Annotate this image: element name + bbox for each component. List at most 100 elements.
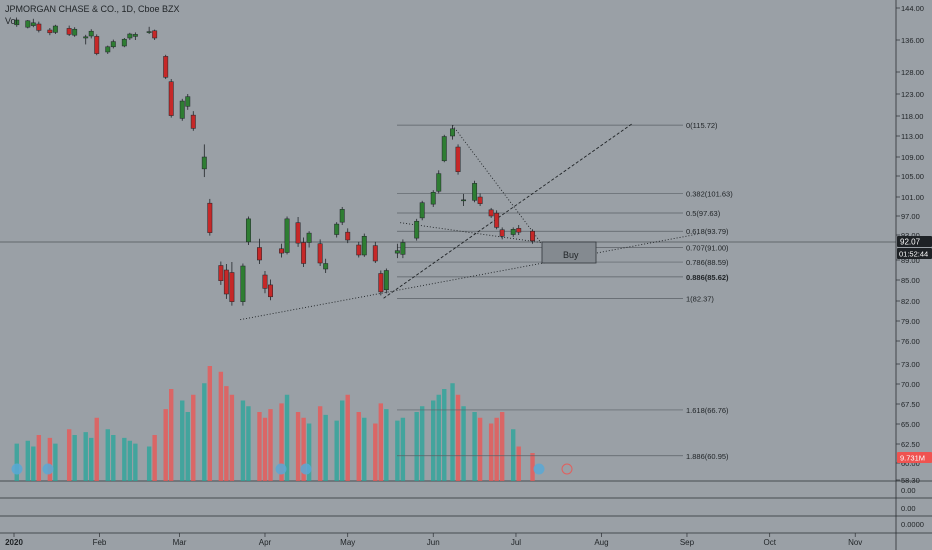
candle-body: [499, 229, 505, 237]
volume-badge-bg: [897, 452, 932, 463]
fib-level-label: 0.5(97.63): [686, 209, 721, 218]
volume-bar: [66, 429, 72, 481]
candle-body: [185, 96, 191, 107]
candle-body: [441, 136, 447, 162]
time-tick-label: Mar: [173, 538, 187, 547]
time-tick-label: May: [340, 538, 355, 547]
time-tick-label: Apr: [259, 538, 272, 547]
candle-body: [262, 274, 268, 289]
candle-body: [152, 30, 158, 39]
candle-body: [229, 272, 235, 302]
volume-bar: [257, 412, 262, 481]
volume-bar: [89, 437, 94, 481]
volume-bar: [431, 400, 436, 481]
volume-bar: [499, 412, 505, 481]
price-tick-label: 76.00: [901, 337, 920, 346]
price-tick-label: 128.00: [901, 68, 924, 77]
candle-body: [88, 30, 94, 37]
volume-bar: [511, 429, 516, 481]
earnings-icon[interactable]: [533, 463, 545, 475]
volume-bar: [472, 412, 477, 481]
price-tick-label: 144.00: [901, 4, 924, 13]
trendline[interactable]: [400, 222, 541, 243]
volume-bar: [31, 446, 36, 481]
volume-bar: [373, 423, 378, 481]
candle-body: [121, 38, 127, 47]
time-tick-label: Jun: [427, 538, 440, 547]
trendlines[interactable]: [240, 123, 699, 321]
event-markers[interactable]: [11, 463, 573, 475]
candle-body: [510, 229, 516, 235]
candle-body: [372, 245, 378, 262]
price-tick-label: 97.00: [901, 212, 920, 221]
volume-bars: [14, 366, 535, 481]
price-axis[interactable]: 144.00 136.00 128.00 123.00 118.00 113.00 109.…: [896, 4, 924, 529]
price-tick-label: 123.00: [901, 90, 924, 99]
volume-bar: [152, 435, 157, 481]
candle-body: [218, 265, 224, 281]
volume-bar: [207, 366, 213, 481]
volume-bar: [240, 400, 246, 481]
candle-body: [450, 128, 455, 137]
candle-body: [472, 183, 478, 201]
candle-body: [245, 218, 251, 243]
volume-bar: [202, 383, 207, 481]
time-axis[interactable]: 2020 Feb Mar Apr May Jun Jul Aug Sep Oct Nov: [5, 533, 862, 547]
volume-bar: [295, 412, 301, 481]
candle-body: [317, 243, 323, 264]
volume-bar: [25, 440, 30, 481]
volume-bar: [268, 409, 273, 481]
volume-bar: [163, 409, 168, 481]
volume-bar: [279, 403, 284, 481]
volume-bar: [378, 403, 384, 481]
candle-body: [257, 247, 262, 261]
candle-body: [295, 222, 301, 244]
buy-box[interactable]: [541, 241, 597, 264]
price-tick-label: 85.00: [901, 276, 920, 285]
trendline[interactable]: [452, 124, 542, 243]
volume-bar: [169, 389, 174, 481]
price-tick-label: 113.00: [901, 132, 923, 141]
fibonacci-retracement[interactable]: 0(115.72) 0.382(101.63) 0.5(97.63) 0.618(93…: [397, 121, 733, 461]
fib-level-label: 0.707(91.00): [686, 244, 729, 253]
volume-bar: [127, 440, 133, 481]
candle-body: [436, 173, 442, 192]
buy-zone[interactable]: Buy: [541, 241, 597, 264]
volume-bar: [284, 394, 290, 481]
earnings-icon[interactable]: [300, 463, 312, 475]
trendline[interactable]: [383, 123, 633, 299]
candle-body: [361, 236, 367, 256]
time-tick-label: Nov: [848, 538, 862, 547]
volume-legend[interactable]: Vol: [5, 16, 18, 26]
price-tick-label: 109.00: [901, 153, 924, 162]
price-tick-label: 105.00: [901, 172, 924, 181]
candle-body: [110, 41, 116, 48]
fib-level-label: 1.886(60.95): [686, 452, 729, 461]
earnings-icon[interactable]: [42, 463, 54, 475]
candle-body: [168, 81, 174, 116]
volume-bar: [180, 400, 185, 481]
time-tick-label: Sep: [680, 538, 695, 547]
candle-body: [419, 202, 425, 219]
timer-badge-bg: [897, 248, 932, 259]
earnings-icon[interactable]: [275, 463, 287, 475]
candle-body: [488, 209, 494, 217]
volume-bar: [530, 453, 535, 481]
symbol-title[interactable]: JPMORGAN CHASE & CO., 1D, Cboe BZX: [5, 4, 180, 14]
volume-bar: [262, 417, 268, 481]
volume-bar: [53, 443, 58, 481]
volume-bar: [47, 437, 53, 481]
volume-bar: [356, 412, 361, 481]
earnings-icon[interactable]: [11, 463, 23, 475]
candle-body: [47, 29, 53, 34]
volume-bar: [384, 409, 389, 481]
fib-level-label: 1.618(66.76): [686, 406, 729, 415]
timer-badge: 01:52:44: [899, 250, 928, 259]
candle-body: [477, 196, 483, 204]
price-tick-label: 79.00: [901, 317, 920, 326]
candle-body: [146, 31, 152, 33]
volume-bar: [133, 443, 138, 481]
upcoming-earnings-icon[interactable]: [561, 463, 573, 475]
